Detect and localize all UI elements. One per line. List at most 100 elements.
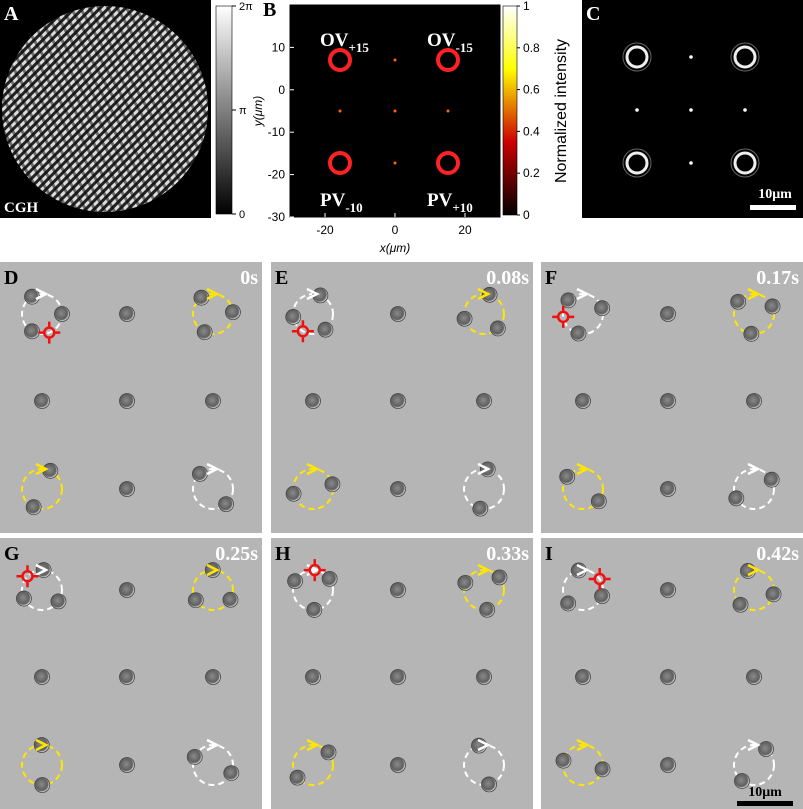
direction-arrow <box>35 287 49 301</box>
bead <box>560 292 577 309</box>
frame: F 0.17s <box>541 262 803 533</box>
trap-marker <box>556 310 570 324</box>
panel-label: I <box>545 543 553 565</box>
bead <box>746 669 762 685</box>
bead <box>594 300 611 317</box>
colorbar-label: Normalized intensity <box>553 39 570 183</box>
bead <box>50 593 67 610</box>
panel-label: D <box>4 267 18 289</box>
scale-bar <box>737 801 793 806</box>
vortex-ring <box>436 151 460 175</box>
direction-arrow <box>306 287 320 301</box>
scale-bar-label: 10μm <box>758 187 792 202</box>
ring-spot <box>625 45 649 69</box>
time-label: 0s <box>240 267 258 289</box>
bead <box>205 393 221 409</box>
direction-arrow <box>576 738 590 752</box>
direction-arrow <box>206 563 220 577</box>
bead <box>285 309 302 325</box>
bead <box>287 573 303 590</box>
direction-arrow <box>576 287 590 301</box>
x-axis-label: x(μm) <box>379 241 411 255</box>
trap-crosshair <box>588 567 611 590</box>
colorbar-tick-label: 0.6 <box>523 83 540 97</box>
bead <box>476 393 492 409</box>
bead <box>660 306 676 322</box>
bead <box>390 669 406 685</box>
bead <box>324 476 341 493</box>
orbit <box>562 468 604 510</box>
panel-label: E <box>275 267 288 289</box>
vortex-ring <box>436 48 460 72</box>
bead <box>758 741 774 757</box>
trap-crosshair <box>303 559 326 582</box>
ring-spot <box>733 45 757 69</box>
time-label: 0.08s <box>486 267 529 289</box>
bead <box>54 306 70 322</box>
trap-marker <box>296 325 310 338</box>
beam-charge: -10 <box>345 200 362 215</box>
trap-crosshair <box>291 320 314 343</box>
time-label: 0.42s <box>756 543 799 565</box>
beam-name: OV <box>320 30 349 51</box>
bead <box>119 393 135 409</box>
bead <box>196 324 213 341</box>
orbit <box>192 744 234 786</box>
panel-label: A <box>4 3 19 25</box>
cgh-disk-shade <box>2 6 208 212</box>
ring-halo <box>730 42 760 72</box>
bead <box>594 761 611 778</box>
bead <box>390 481 406 497</box>
bead <box>305 669 321 685</box>
direction-arrow <box>576 563 590 577</box>
bead <box>590 493 607 510</box>
panel-label: F <box>545 267 557 289</box>
colorbar <box>215 5 233 215</box>
x-tick-label: -20 <box>316 223 334 237</box>
bead <box>187 592 204 609</box>
bead <box>660 582 676 598</box>
bead <box>16 590 32 607</box>
spot <box>338 109 342 113</box>
ring-halo <box>622 148 652 178</box>
bead <box>192 465 208 482</box>
spot <box>689 108 693 112</box>
bead <box>222 591 239 608</box>
y-tick-label: -30 <box>268 210 286 224</box>
bead <box>225 304 241 321</box>
time-label: 0.17s <box>756 267 799 289</box>
direction-arrow <box>306 738 320 752</box>
bead <box>660 481 676 497</box>
bead <box>730 293 747 310</box>
beam-charge: +15 <box>349 40 370 55</box>
orbit <box>733 468 775 510</box>
beam-label: OV+15 <box>320 30 369 55</box>
direction-arrow <box>477 738 491 752</box>
bead <box>223 765 240 781</box>
bead <box>764 298 781 315</box>
bead <box>390 757 406 773</box>
panel-label: B <box>263 0 276 21</box>
spot <box>689 161 693 165</box>
bead <box>34 669 50 685</box>
direction-arrow <box>576 462 590 476</box>
spot <box>743 108 747 112</box>
spot <box>393 58 397 62</box>
bead <box>24 288 40 305</box>
bead <box>34 393 50 409</box>
frame: D 0s <box>0 262 262 533</box>
bead <box>320 744 337 761</box>
trap-marker <box>21 569 34 583</box>
tick-label: π <box>239 105 247 117</box>
time-label: 0.33s <box>486 543 529 565</box>
bead <box>732 596 749 613</box>
trap-marker <box>308 563 321 577</box>
bead <box>472 500 489 517</box>
bead <box>285 485 302 502</box>
bead <box>765 586 782 603</box>
bead <box>575 393 591 409</box>
tick-label: 2π <box>239 1 253 13</box>
bead <box>289 769 306 786</box>
scale-bar-label: 10μm <box>748 785 782 800</box>
